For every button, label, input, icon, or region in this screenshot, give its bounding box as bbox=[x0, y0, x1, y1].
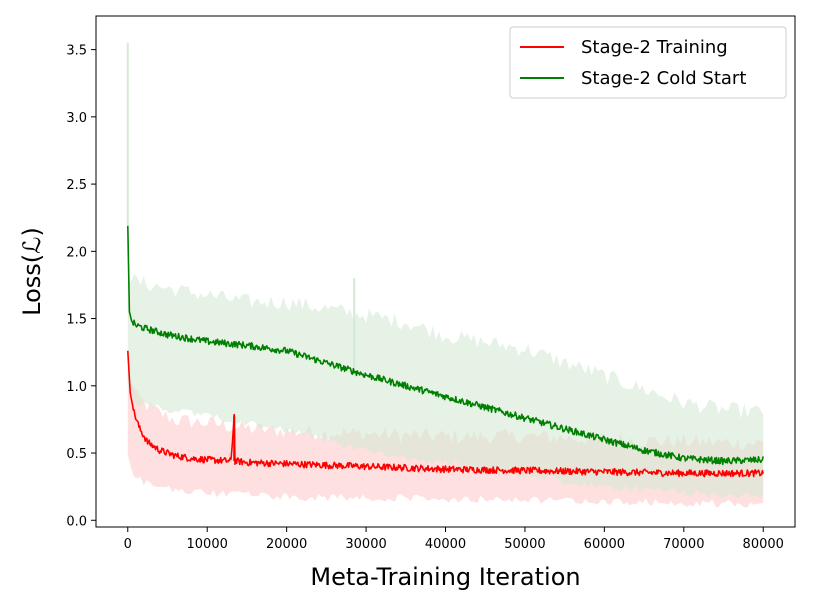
x-tick-label: 20000 bbox=[266, 537, 307, 552]
x-tick-label: 70000 bbox=[663, 537, 704, 552]
raw-band-stage2-cold-start bbox=[127, 273, 764, 499]
x-tick-label: 0 bbox=[124, 537, 132, 552]
x-axis-label: Meta-Training Iteration bbox=[310, 563, 580, 591]
x-tick-label: 10000 bbox=[187, 537, 228, 552]
y-tick-label: 3.5 bbox=[66, 44, 87, 59]
y-axis-label: Loss(ℒ) bbox=[18, 227, 46, 316]
y-axis-ticks: 0.0 0.5 1.0 1.5 2.0 2.5 3.0 3.5 bbox=[66, 44, 96, 529]
line-stage2-cold-start bbox=[127, 225, 764, 466]
y-tick-label: 0.5 bbox=[66, 447, 87, 462]
raw-loss-bands bbox=[126, 42, 764, 508]
smoothed-loss-lines bbox=[127, 225, 764, 478]
x-tick-label: 30000 bbox=[345, 537, 386, 552]
x-tick-label: 50000 bbox=[504, 537, 545, 552]
legend: Stage-2 Training Stage-2 Cold Start bbox=[509, 26, 787, 99]
x-tick-label: 40000 bbox=[425, 537, 466, 552]
x-axis-ticks: 0 10000 20000 30000 40000 50000 60000 70000 8000… bbox=[124, 527, 784, 552]
y-tick-label: 2.5 bbox=[66, 178, 87, 193]
y-tick-label: 3.0 bbox=[66, 111, 87, 126]
y-tick-label: 0.0 bbox=[66, 514, 87, 529]
legend-label-stage2-training: Stage-2 Training bbox=[581, 37, 728, 58]
legend-label-stage2-cold-start: Stage-2 Cold Start bbox=[581, 68, 746, 89]
x-tick-label: 60000 bbox=[584, 537, 625, 552]
x-tick-label: 80000 bbox=[743, 537, 784, 552]
y-tick-label: 2.0 bbox=[66, 245, 87, 260]
y-tick-label: 1.0 bbox=[66, 380, 87, 395]
y-tick-label: 1.5 bbox=[66, 313, 87, 328]
legend-box bbox=[509, 26, 787, 99]
